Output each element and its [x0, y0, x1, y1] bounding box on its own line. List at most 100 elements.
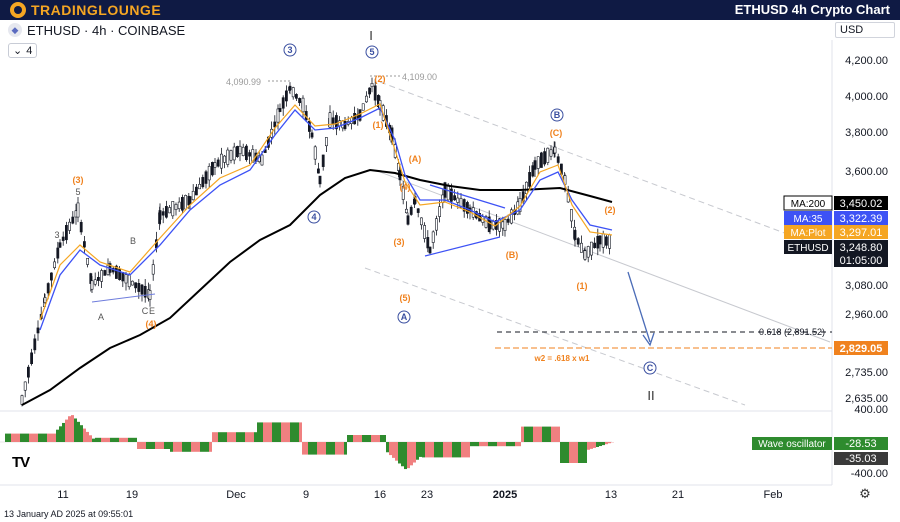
candle-body	[204, 171, 208, 184]
oscillator-bar	[596, 442, 599, 447]
candle-body	[118, 268, 122, 281]
candle-body	[546, 147, 550, 163]
oscillator-bar	[392, 442, 395, 458]
oscillator-bar	[485, 442, 488, 447]
oscillator-bar	[563, 442, 566, 463]
tradingview-logo: TV	[12, 454, 30, 471]
candle-body	[238, 145, 242, 155]
oscillator-bar	[71, 415, 74, 442]
candle-body	[294, 94, 298, 99]
candle-body	[127, 274, 131, 288]
indicator-toggle[interactable]: ⌄ 4	[8, 43, 38, 58]
indicator-name: MA:200	[791, 199, 826, 210]
oscillator-bar	[338, 442, 341, 455]
oscillator-bar	[194, 442, 197, 452]
oscillator-bar	[44, 433, 47, 442]
oscillator-bar	[302, 442, 305, 455]
oscillator-bar	[452, 442, 455, 458]
oscillator-bar	[101, 437, 104, 442]
oscillator-bar	[314, 442, 317, 455]
oscillator-bar	[434, 442, 437, 458]
candle-body	[596, 235, 600, 249]
primary-wave-label: C	[647, 363, 654, 373]
layers-button[interactable]: ⌄ 4	[8, 43, 38, 58]
oscillator-bar	[383, 435, 386, 442]
symbol-legend[interactable]: ◆ ETHUSD · 4h · COINBASE	[8, 22, 185, 38]
candle-body	[586, 246, 590, 258]
candle-body	[576, 238, 580, 245]
oscillator-bar	[491, 442, 494, 447]
candle-body	[291, 87, 295, 98]
oscillator-bar	[185, 442, 188, 452]
candle-body	[593, 242, 597, 249]
candle-body	[556, 156, 560, 163]
oscillator-bar	[566, 442, 569, 463]
oscillator-bar	[209, 442, 212, 452]
minor-wave-label: (C)	[550, 128, 563, 138]
countdown-text: 01:05:00	[840, 255, 883, 267]
candle-body	[441, 194, 445, 203]
roman-wave-label: I	[369, 28, 373, 43]
oscillator-bar	[305, 442, 308, 455]
candle-body	[181, 197, 184, 211]
candle-body	[583, 250, 587, 260]
candle-body	[284, 90, 288, 102]
price-tick-label: 4,000.00	[845, 91, 888, 103]
settings-icon[interactable]: ⚙	[859, 486, 871, 501]
oscillator-bar	[197, 442, 200, 452]
oscillator-bar	[293, 422, 296, 442]
oscillator-bar	[188, 442, 191, 452]
candle-body	[278, 108, 282, 112]
oscillator-bar	[83, 428, 86, 442]
oscillator-bar	[581, 442, 584, 463]
candle-body	[324, 137, 328, 147]
candle-body	[53, 261, 57, 269]
oscillator-bar	[260, 422, 263, 442]
ma35-line	[39, 107, 613, 331]
candle-body	[58, 242, 62, 248]
time-tick-label: 16	[374, 489, 386, 501]
oscillator-bar	[350, 435, 353, 442]
oscillator-bar	[599, 442, 602, 447]
oscillator-bar	[89, 435, 92, 442]
indicator-value: 3,322.39	[840, 213, 883, 225]
oscillator-bar	[440, 442, 443, 458]
currency-select[interactable]: USD	[835, 22, 895, 38]
high2-label: 4,109.00	[402, 72, 437, 82]
oscillator-bar	[590, 442, 593, 449]
target-price-text: 2,829.05	[840, 343, 883, 355]
oscillator-bar	[443, 442, 446, 458]
candle-body	[449, 188, 453, 202]
header-bar: TRADINGLOUNGE ETHUSD 4h Crypto Chart	[0, 0, 900, 20]
candle-body	[36, 327, 40, 334]
candle-body	[251, 149, 255, 163]
indicator-name: ETHUSD	[787, 243, 828, 254]
candle-body	[310, 132, 314, 138]
candle-body	[216, 159, 220, 167]
oscillator-bar	[86, 431, 89, 442]
oscillator-bar	[470, 442, 473, 447]
oscillator-bar	[17, 433, 20, 442]
indicator-name-tag	[784, 225, 832, 239]
minor-wave-label: (5)	[400, 293, 411, 303]
candle-body	[334, 115, 338, 130]
fib-level-label: 0.618 (2,891.52)	[759, 327, 825, 337]
oscillator-name: Wave oscillator	[758, 439, 826, 450]
oscillator-bar	[134, 437, 137, 442]
oscillator-bar	[47, 433, 50, 442]
candle-body	[276, 108, 280, 123]
oscillator-bar	[515, 442, 518, 447]
primary-wave-label: B	[554, 110, 561, 120]
oscillator-bar	[317, 442, 320, 455]
oscillator-bar	[143, 442, 146, 449]
oscillator-bar	[161, 442, 164, 449]
channel-upper-line	[379, 81, 831, 251]
oscillator-bar	[218, 432, 221, 442]
oscillator-bar	[29, 433, 32, 442]
candle-body	[539, 152, 543, 168]
oscillator-bar	[233, 432, 236, 442]
oscillator-bar	[365, 435, 368, 442]
oscillator-bar	[389, 442, 392, 456]
oscillator-bar	[473, 442, 476, 447]
